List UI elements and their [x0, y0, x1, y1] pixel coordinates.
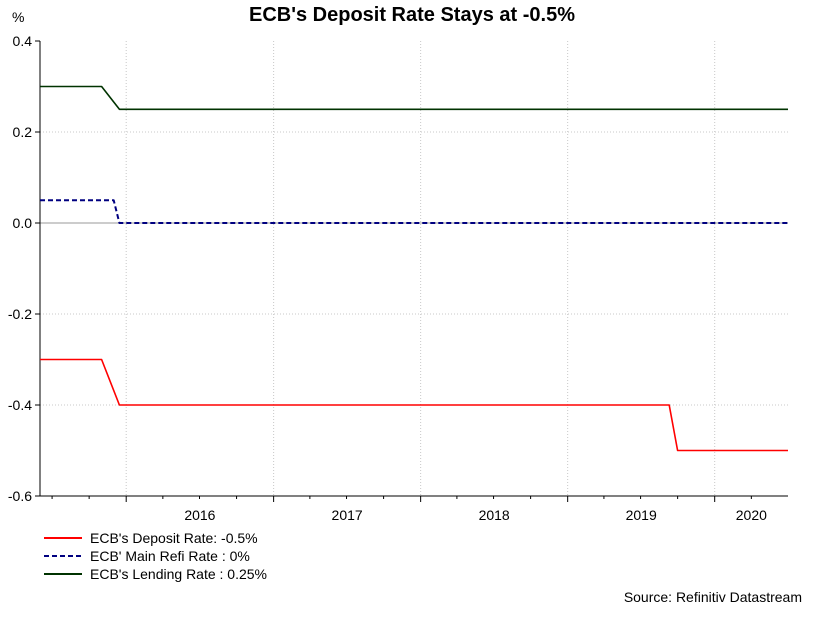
series-line-1: [40, 358, 788, 452]
y-tick-label: 0.0: [13, 215, 33, 231]
x-tick-label: 2019: [626, 507, 657, 523]
source-note: Source: Refinitiv Datastream: [623, 589, 802, 605]
x-tick-label: 2020: [736, 507, 767, 523]
legend-label: ECB' Main Refi Rate : 0%: [90, 548, 250, 564]
legend-swatch: [44, 572, 82, 576]
x-tick-label: 2018: [479, 507, 510, 523]
y-tick-label: 0.4: [13, 33, 33, 49]
x-tick-label: 2016: [184, 507, 215, 523]
y-axis-label: %: [12, 9, 24, 25]
y-tick-label: -0.4: [8, 397, 32, 413]
series-line-2: [40, 199, 788, 224]
y-tick-label: -0.2: [8, 306, 32, 322]
x-tick-label: 2017: [332, 507, 363, 523]
legend-item: ECB's Deposit Rate: -0.5%: [44, 529, 267, 547]
legend-swatch: [44, 536, 82, 540]
y-tick-label: -0.6: [8, 488, 32, 504]
legend-item: ECB's Lending Rate : 0.25%: [44, 565, 267, 583]
legend: ECB's Deposit Rate: -0.5% ECB' Main Refi …: [44, 529, 267, 583]
y-tick-label: 0.2: [13, 124, 33, 140]
legend-label: ECB's Deposit Rate: -0.5%: [90, 530, 258, 546]
chart-title: ECB's Deposit Rate Stays at -0.5%: [249, 4, 575, 26]
legend-item: ECB' Main Refi Rate : 0%: [44, 547, 267, 565]
series-line-3: [40, 85, 788, 111]
legend-swatch: [44, 554, 82, 558]
legend-label: ECB's Lending Rate : 0.25%: [90, 566, 268, 582]
